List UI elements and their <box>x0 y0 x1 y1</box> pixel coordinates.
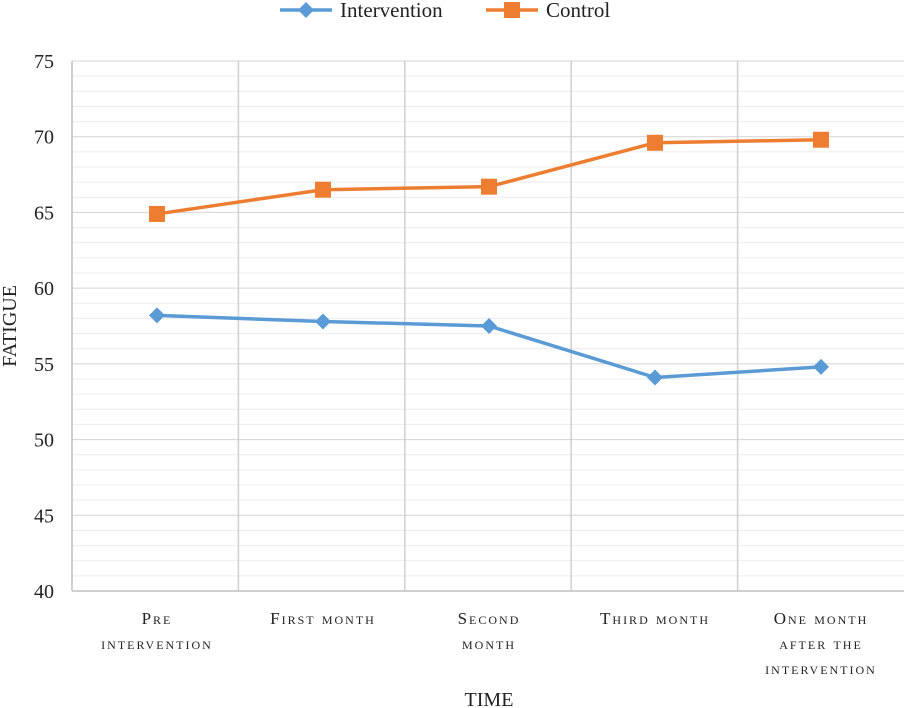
data-point-square <box>647 134 663 151</box>
x-category-label: Third month <box>600 609 710 628</box>
y-axis-title: FATIGUE <box>0 285 21 367</box>
x-category-label-line: after the <box>779 634 863 653</box>
y-tick-label: 50 <box>34 430 54 452</box>
x-axis-title: TIME <box>465 689 514 708</box>
x-category-label-line: month <box>462 634 516 653</box>
legend: Intervention Control <box>280 0 610 22</box>
x-axis-categories: Pre intervention First month Second month Thi… <box>101 609 877 678</box>
data-point-square <box>149 205 165 222</box>
y-tick-label: 75 <box>34 51 54 73</box>
x-category-label-line: Second <box>458 609 521 628</box>
data-point-diamond <box>813 358 829 375</box>
y-tick-label: 40 <box>34 581 54 603</box>
y-axis-ticks: 40 45 50 55 60 65 70 75 <box>34 51 54 603</box>
legend-item-intervention: Intervention <box>280 0 443 22</box>
x-category-label-line: One month <box>774 609 869 628</box>
y-tick-label: 55 <box>34 354 54 376</box>
y-tick-label: 65 <box>34 202 54 224</box>
data-point-square <box>813 131 829 148</box>
x-category-label: Pre intervention <box>101 609 213 653</box>
x-category-label-line: intervention <box>765 659 877 678</box>
x-category-label: First month <box>270 609 376 628</box>
legend-label: Control <box>546 0 610 22</box>
series-control <box>149 131 829 222</box>
x-category-label-line: First month <box>270 609 376 628</box>
series-line <box>156 137 822 216</box>
data-point-diamond <box>315 313 331 330</box>
y-tick-label: 70 <box>34 127 54 149</box>
x-category-label-line: Pre <box>142 609 173 628</box>
data-point-diamond <box>647 369 663 386</box>
legend-marker-square <box>504 2 520 18</box>
grid <box>71 60 904 592</box>
legend-label: Intervention <box>340 0 443 22</box>
series-intervention <box>149 307 829 386</box>
legend-marker-diamond <box>298 2 314 18</box>
x-category-label: One month after the intervention <box>765 609 877 678</box>
data-point-diamond <box>149 307 165 324</box>
legend-item-control: Control <box>486 0 610 22</box>
x-category-label: Second month <box>458 609 521 653</box>
x-category-label-line: Third month <box>600 609 710 628</box>
data-point-square <box>481 178 497 195</box>
data-point-square <box>315 181 331 198</box>
data-point-diamond <box>481 318 497 334</box>
y-tick-label: 45 <box>34 505 54 527</box>
x-category-label-line: intervention <box>101 634 213 653</box>
series-layer <box>149 131 829 386</box>
y-tick-label: 60 <box>34 278 54 300</box>
